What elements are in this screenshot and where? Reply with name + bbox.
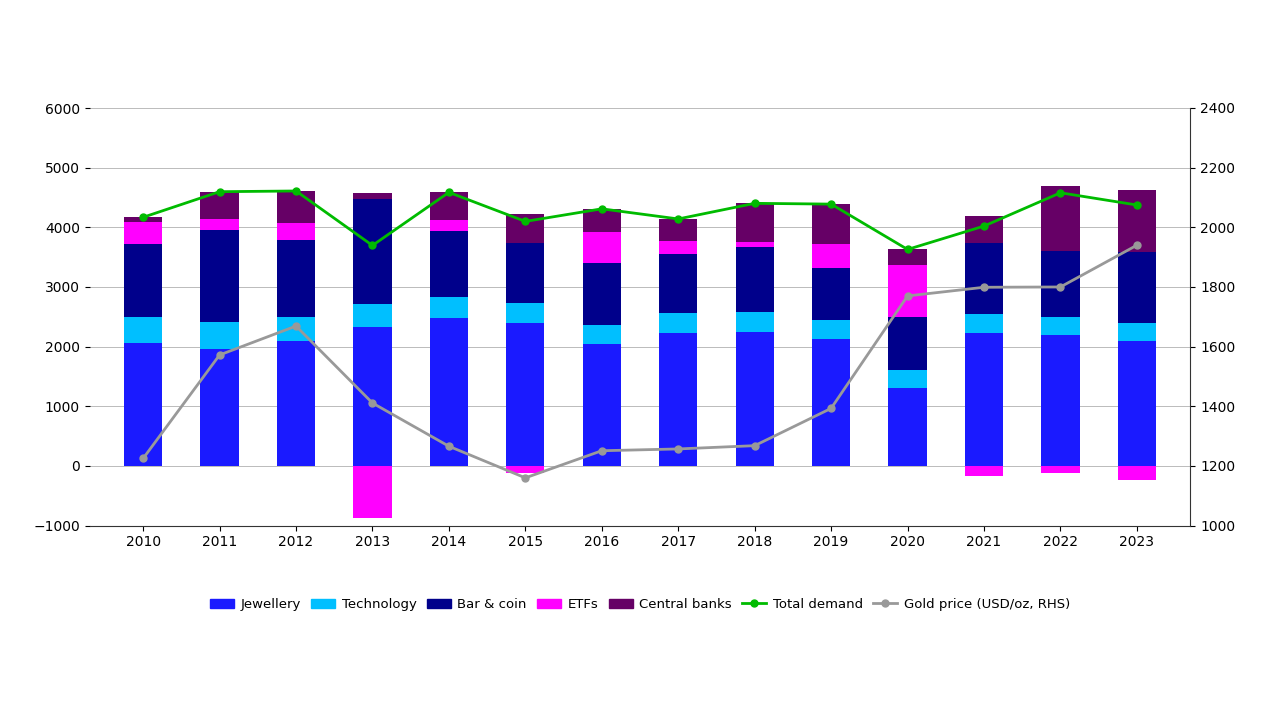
Bar	[659, 241, 698, 253]
Bar	[506, 214, 544, 243]
Bar	[276, 341, 315, 466]
Bar	[430, 297, 468, 318]
Bar	[353, 199, 392, 304]
Bar	[736, 203, 774, 243]
Bar	[353, 304, 392, 327]
Bar	[201, 322, 238, 348]
Bar	[736, 246, 774, 312]
Bar	[582, 232, 621, 264]
Bar	[965, 216, 1004, 243]
Bar	[582, 264, 621, 325]
Bar	[812, 268, 850, 320]
Bar	[582, 209, 621, 232]
Bar	[1042, 466, 1079, 472]
Bar	[888, 317, 927, 370]
Bar	[1117, 191, 1156, 252]
Bar	[888, 388, 927, 466]
Bar	[506, 323, 544, 466]
Bar	[812, 204, 850, 244]
Bar	[965, 333, 1004, 466]
Bar	[124, 244, 163, 317]
Bar	[276, 317, 315, 341]
Bar	[430, 318, 468, 466]
Bar	[1117, 466, 1156, 480]
Bar	[659, 312, 698, 333]
Bar	[736, 333, 774, 466]
Bar	[353, 193, 392, 199]
Bar	[124, 343, 163, 466]
Bar	[276, 191, 315, 223]
Bar	[201, 348, 238, 466]
Bar	[201, 230, 238, 322]
Bar	[736, 312, 774, 333]
Bar	[353, 466, 392, 518]
Bar	[965, 243, 1004, 314]
Bar	[353, 327, 392, 466]
Bar	[812, 244, 850, 268]
Bar	[1117, 252, 1156, 323]
Bar	[659, 219, 698, 241]
Bar	[124, 217, 163, 222]
Bar	[124, 317, 163, 343]
Bar	[506, 466, 544, 473]
Bar	[506, 303, 544, 323]
Bar	[276, 223, 315, 240]
Bar	[201, 219, 238, 230]
Bar	[888, 370, 927, 388]
Legend: Jewellery, Technology, Bar & coin, ETFs, Central banks, Total demand, Gold price: Jewellery, Technology, Bar & coin, ETFs,…	[205, 593, 1075, 616]
Bar	[1042, 317, 1079, 336]
Bar	[1042, 336, 1079, 466]
Bar	[506, 243, 544, 303]
Bar	[1042, 251, 1079, 317]
Bar	[276, 240, 315, 317]
Bar	[430, 192, 468, 220]
Bar	[1042, 186, 1079, 251]
Bar	[582, 344, 621, 466]
Bar	[888, 249, 927, 265]
Bar	[659, 333, 698, 466]
Bar	[430, 231, 468, 297]
Bar	[1117, 323, 1156, 341]
Bar	[659, 253, 698, 312]
Bar	[582, 325, 621, 344]
Bar	[1117, 341, 1156, 466]
Bar	[965, 314, 1004, 333]
Bar	[812, 339, 850, 466]
Bar	[430, 220, 468, 231]
Bar	[965, 466, 1004, 476]
Bar	[124, 222, 163, 244]
Bar	[812, 320, 850, 339]
Bar	[736, 243, 774, 246]
Bar	[888, 265, 927, 317]
Bar	[201, 192, 238, 219]
